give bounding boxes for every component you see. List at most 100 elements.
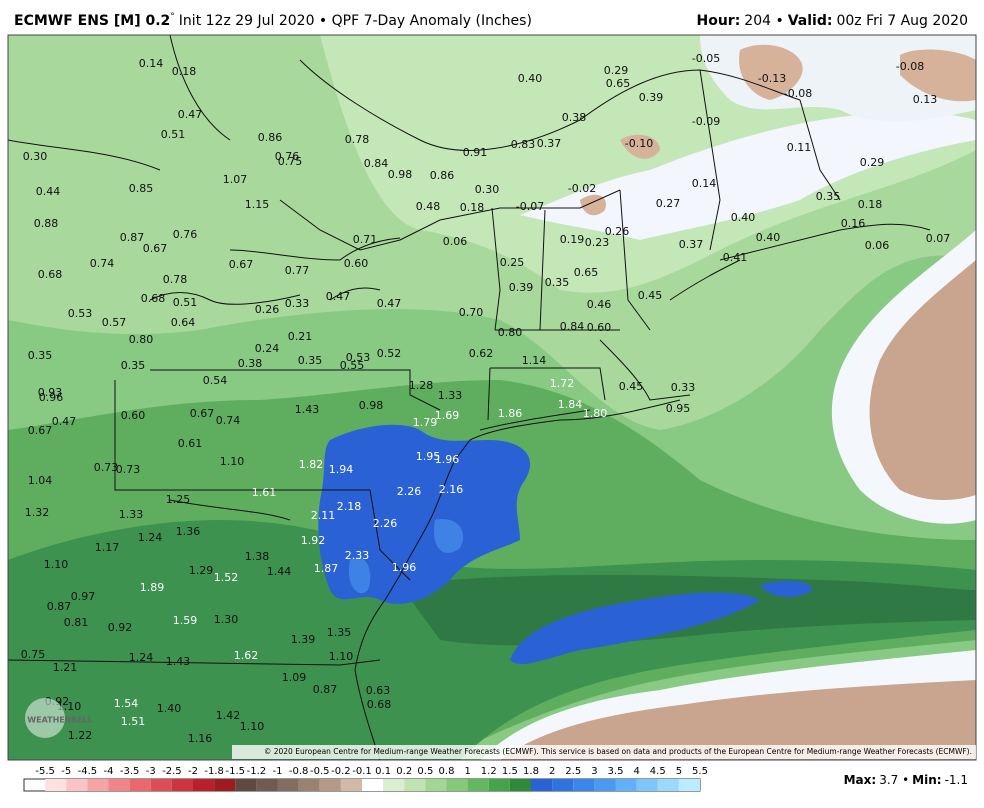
value-label: 0.75 (278, 155, 303, 168)
colorbar-swatch (404, 779, 426, 791)
value-label: 0.84 (560, 320, 585, 333)
field-max (318, 424, 531, 604)
colorbar-tick: 1 (464, 766, 470, 777)
value-label: 1.10 (44, 558, 69, 571)
colorbar-swatch (467, 779, 489, 791)
colorbar-swatch (446, 779, 468, 791)
copyright: © 2020 European Centre for Medium-range … (264, 747, 972, 756)
value-label: -0.09 (692, 115, 720, 128)
value-label: 0.14 (139, 57, 164, 70)
value-label: 1.17 (95, 541, 120, 554)
field-max-offshore (510, 580, 812, 665)
colorbar-swatch (171, 779, 193, 791)
value-label: 1.28 (409, 379, 434, 392)
value-label: 0.06 (865, 239, 890, 252)
field-near-zero (520, 112, 976, 240)
value-label: 0.85 (129, 182, 154, 195)
value-label: 0.60 (121, 409, 146, 422)
value-label: 1.24 (129, 651, 154, 664)
value-label: 0.52 (377, 347, 402, 360)
value-label: 0.81 (64, 616, 89, 629)
colorbar-tick: -0.5 (310, 766, 330, 777)
value-label: 0.19 (560, 233, 585, 246)
colorbar-swatch (678, 779, 700, 791)
map-frame (7, 34, 977, 761)
value-label: 0.63 (366, 684, 391, 697)
colorbar-tick: -3 (146, 766, 156, 777)
colorbar-swatch (383, 779, 405, 791)
value-label: 1.24 (138, 531, 163, 544)
value-label: -0.10 (625, 137, 653, 150)
value-label: 0.75 (21, 648, 46, 661)
value-label: 0.84 (364, 157, 389, 170)
value-label: 1.16 (188, 732, 213, 745)
value-label: 0.57 (102, 316, 127, 329)
value-label: -0.07 (516, 200, 544, 213)
value-label: 1.54 (114, 697, 139, 710)
value-label: 1.10 (240, 720, 265, 733)
value-label: 1.51 (121, 715, 146, 728)
value-label: 0.24 (255, 342, 280, 355)
value-label: 0.87 (120, 231, 145, 244)
value-label: 0.11 (787, 141, 812, 154)
value-label: 0.35 (816, 190, 841, 203)
colorbar-tick: 5.5 (692, 766, 708, 777)
colorbar-swatch (425, 779, 447, 791)
value-label: 0.23 (585, 236, 610, 249)
value-label: 0.96 (39, 391, 64, 404)
valid-label: Valid: (788, 13, 833, 29)
value-label: 0.76 (173, 228, 198, 241)
value-label: 1.22 (68, 729, 93, 742)
max-min: Max: 3.7 • Min: -1.1 (844, 773, 968, 787)
value-label: 0.37 (679, 238, 704, 251)
value-label: 0.87 (313, 683, 338, 696)
value-label: 2.11 (311, 509, 336, 522)
value-label: 0.44 (36, 185, 61, 198)
colorbar-tick: 2 (549, 766, 555, 777)
value-label: 0.29 (860, 156, 885, 169)
value-label: 2.18 (337, 500, 362, 513)
value-label: 0.26 (255, 303, 280, 316)
value-label: 1.43 (295, 403, 320, 416)
value-label: 0.55 (340, 359, 365, 372)
value-label: -0.05 (692, 52, 720, 65)
value-label: 1.33 (438, 389, 463, 402)
valid-info: Hour: 204 • Valid: 00z Fri 7 Aug 2020 (696, 13, 968, 29)
title-main: ECMWF ENS [M] 0.2 (14, 13, 170, 29)
value-label: 2.26 (373, 517, 398, 530)
value-label: 1.09 (282, 671, 307, 684)
colorbar-tick: -4.5 (78, 766, 98, 777)
colorbar-tick: 1.5 (502, 766, 518, 777)
value-label: 1.10 (329, 650, 354, 663)
value-label: 0.48 (416, 200, 441, 213)
colorbar-swatch (573, 779, 595, 791)
value-label: 0.78 (163, 273, 188, 286)
colorbar-tick: 0.1 (375, 766, 391, 777)
great-lakes (149, 237, 401, 305)
colorbar-swatch (340, 779, 362, 791)
colorbar-tick: -1 (273, 766, 283, 777)
colorbar-tick: 5 (676, 766, 682, 777)
value-label: -0.13 (758, 72, 786, 85)
value-label: 1.82 (299, 458, 324, 471)
field-negative (580, 44, 976, 216)
value-label: 0.65 (606, 77, 631, 90)
value-labels: 0.140.180.400.290.65-0.05-0.08-0.13-0.08… (21, 52, 951, 745)
copyright-bg (232, 745, 976, 759)
value-label: 0.21 (288, 330, 313, 343)
title: ECMWF ENS [M] 0.2° Init 12z 29 Jul 2020 •… (14, 12, 532, 30)
value-label: 1.36 (176, 525, 201, 538)
value-label: 0.18 (172, 65, 197, 78)
value-label: 0.67 (143, 242, 168, 255)
value-label: 0.40 (518, 72, 543, 85)
field-south-dry (500, 680, 976, 760)
value-label: 0.39 (509, 281, 534, 294)
borders-north (8, 35, 841, 331)
value-label: 0.18 (460, 201, 485, 214)
value-label: 0.93 (38, 386, 63, 399)
value-label: 0.13 (913, 93, 938, 106)
colorbar-swatch (531, 779, 553, 791)
value-label: -0.08 (896, 60, 924, 73)
value-label: 0.61 (178, 437, 203, 450)
value-label: 0.54 (203, 374, 228, 387)
